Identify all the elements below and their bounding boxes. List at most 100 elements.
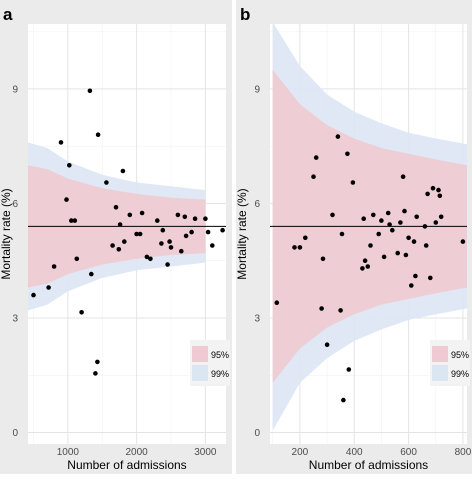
legend-swatch bbox=[432, 346, 448, 362]
data-point bbox=[292, 245, 297, 250]
data-point bbox=[335, 134, 341, 139]
x-tick-label: 3000 bbox=[194, 447, 217, 458]
data-point bbox=[179, 248, 184, 254]
data-point bbox=[433, 220, 439, 225]
data-point bbox=[159, 241, 164, 246]
data-point bbox=[144, 254, 150, 260]
data-point bbox=[460, 239, 466, 244]
data-point bbox=[220, 227, 225, 233]
data-point bbox=[122, 239, 127, 244]
data-point bbox=[31, 292, 36, 298]
data-point bbox=[414, 214, 420, 220]
data-point bbox=[403, 252, 409, 258]
data-point bbox=[89, 271, 94, 277]
legend-swatch bbox=[192, 365, 208, 381]
data-point bbox=[341, 397, 346, 403]
data-point bbox=[368, 243, 373, 248]
legend-label: 95% bbox=[451, 350, 469, 360]
data-point bbox=[104, 180, 109, 185]
data-point bbox=[438, 214, 444, 220]
x-tick-label: 1000 bbox=[57, 447, 80, 458]
data-point bbox=[345, 151, 350, 157]
data-point bbox=[409, 283, 414, 288]
data-point bbox=[148, 256, 153, 262]
y-tick-label: 6 bbox=[12, 199, 18, 210]
data-point bbox=[210, 243, 215, 248]
data-point bbox=[87, 88, 93, 94]
data-point bbox=[395, 250, 401, 256]
data-point bbox=[436, 187, 441, 193]
data-point bbox=[422, 224, 428, 229]
x-tick-label: 600 bbox=[400, 447, 417, 458]
y-tick-label: 9 bbox=[254, 84, 260, 95]
data-point bbox=[205, 229, 211, 235]
data-point bbox=[362, 258, 368, 264]
data-point bbox=[313, 155, 319, 160]
legend-label: 99% bbox=[451, 369, 469, 379]
y-tick-label: 0 bbox=[12, 428, 18, 439]
data-point bbox=[51, 264, 57, 269]
y-axis-title: Mortality rate (%) bbox=[235, 188, 249, 279]
data-point bbox=[413, 273, 418, 279]
y-tick-label: 9 bbox=[12, 84, 18, 95]
data-point bbox=[381, 254, 387, 260]
data-point bbox=[330, 212, 335, 218]
data-point bbox=[110, 243, 115, 248]
x-axis-title: Number of admissions bbox=[309, 458, 428, 472]
panel-a: 1000 2000 3000 0 3 6 9 Number of admissions Mort… bbox=[0, 0, 232, 474]
data-point bbox=[365, 264, 371, 269]
data-point bbox=[167, 239, 172, 244]
data-point bbox=[303, 235, 308, 241]
x-tick-label: 200 bbox=[292, 447, 309, 458]
data-point bbox=[134, 231, 139, 237]
data-point bbox=[376, 231, 382, 237]
legend-swatch bbox=[432, 365, 448, 381]
data-point bbox=[137, 231, 143, 237]
y-axis-title: Mortality rate (%) bbox=[0, 188, 13, 279]
data-point bbox=[338, 308, 343, 313]
panel-label: b bbox=[240, 5, 250, 24]
data-point bbox=[398, 220, 403, 225]
plot-layer bbox=[270, 24, 467, 444]
data-point bbox=[79, 310, 84, 315]
data-point bbox=[139, 210, 145, 216]
y-tick-label: 0 bbox=[254, 428, 260, 439]
data-point bbox=[72, 218, 78, 223]
y-tick-label: 3 bbox=[254, 314, 260, 325]
y-tick-label: 6 bbox=[254, 199, 260, 210]
data-point bbox=[339, 231, 345, 237]
data-point bbox=[116, 247, 122, 252]
data-point bbox=[64, 197, 69, 202]
data-point bbox=[274, 300, 280, 306]
data-point bbox=[297, 245, 303, 250]
data-point bbox=[437, 193, 443, 199]
data-point bbox=[168, 245, 174, 250]
data-point bbox=[95, 132, 101, 137]
data-point bbox=[350, 180, 356, 185]
data-point bbox=[311, 174, 316, 179]
data-point bbox=[379, 218, 384, 223]
x-axis-title: Number of admissions bbox=[67, 458, 186, 472]
data-point bbox=[411, 239, 417, 244]
data-point bbox=[155, 218, 160, 223]
data-point bbox=[69, 218, 74, 223]
data-point bbox=[113, 205, 119, 210]
data-point bbox=[406, 235, 411, 241]
data-point bbox=[428, 275, 433, 281]
data-point bbox=[385, 210, 391, 216]
data-point bbox=[117, 222, 123, 227]
legend-label: 99% bbox=[211, 369, 229, 379]
data-point bbox=[120, 168, 126, 174]
x-tick-label: 800 bbox=[455, 447, 472, 458]
x-tick-label: 2000 bbox=[126, 447, 149, 458]
data-point bbox=[387, 222, 392, 227]
data-point bbox=[400, 174, 406, 179]
data-point bbox=[203, 216, 208, 221]
data-point bbox=[361, 216, 367, 221]
legend: 95% 99% bbox=[190, 340, 230, 386]
data-point bbox=[319, 306, 324, 311]
y-tick-label: 3 bbox=[12, 314, 18, 325]
data-point bbox=[390, 227, 395, 233]
